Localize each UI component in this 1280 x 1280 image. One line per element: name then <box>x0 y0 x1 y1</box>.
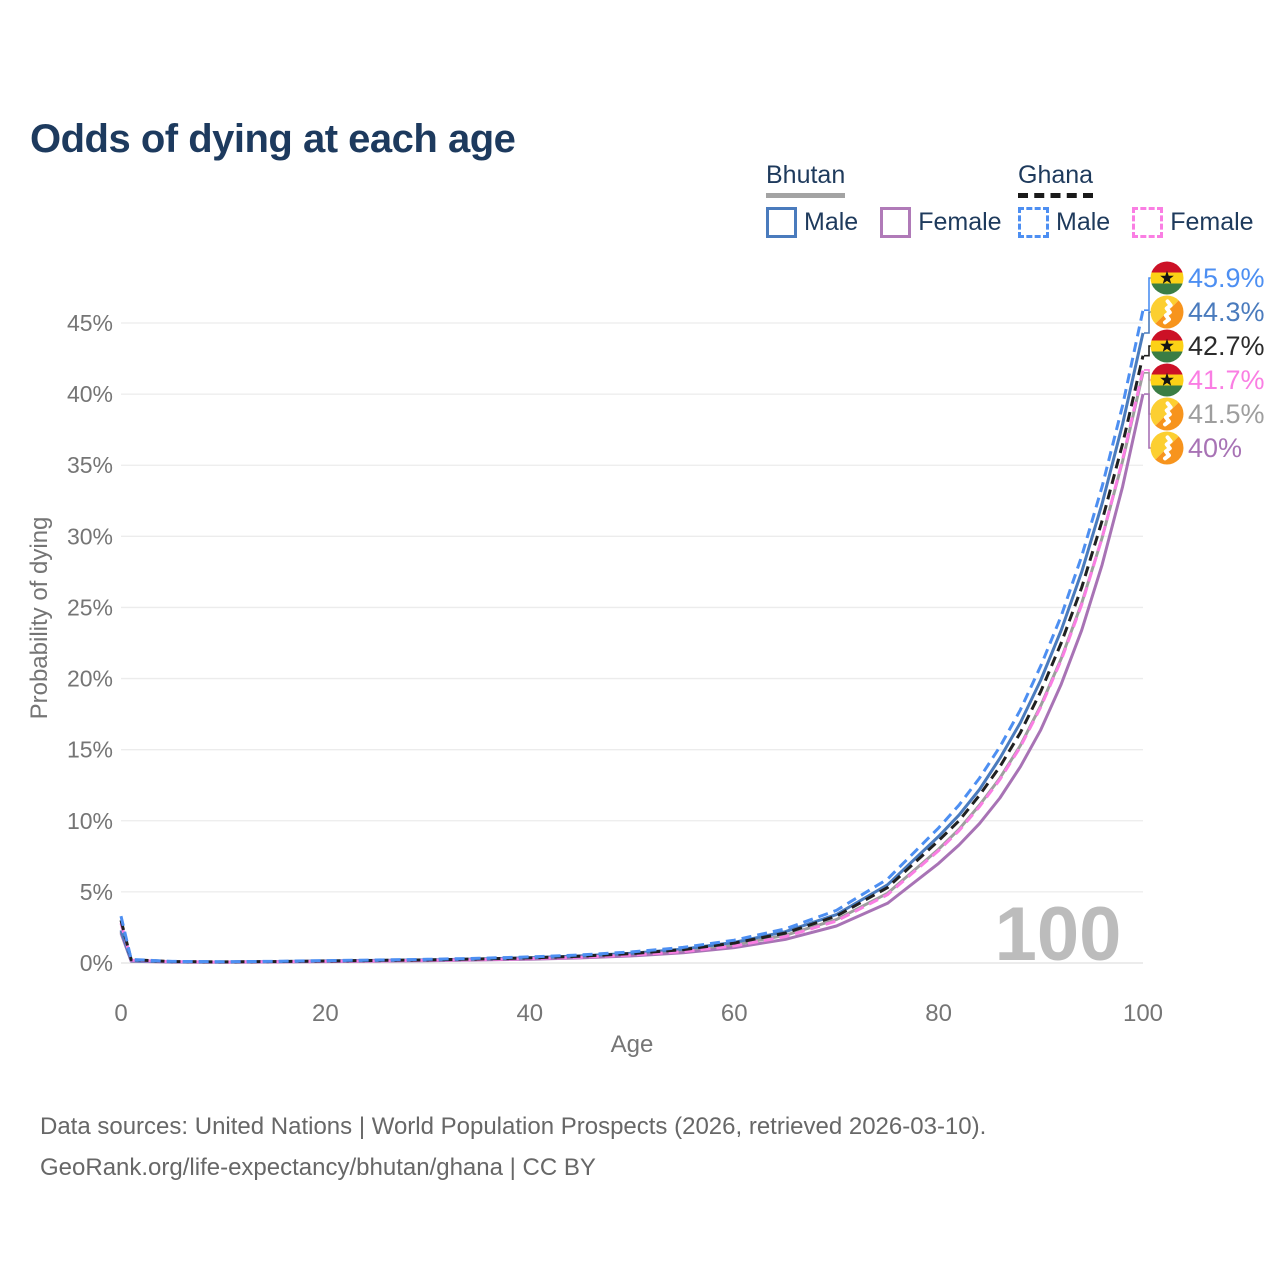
legend-swatch-bhutan-female[interactable] <box>880 206 912 238</box>
y-tick-35: 35% <box>67 452 113 478</box>
series-line-ghana <box>119 355 1145 964</box>
y-tick-15: 15% <box>67 737 113 763</box>
x-tick-60: 60 <box>721 1000 748 1027</box>
footer: Data sources: United Nations | World Pop… <box>40 1106 986 1188</box>
end-label-bhutan: 41.5% <box>1188 399 1265 429</box>
end-label-ghana-female: 41.7% <box>1188 365 1265 395</box>
y-tick-20: 20% <box>67 666 113 692</box>
legend-swatch-ghana-male[interactable] <box>1018 206 1049 238</box>
y-tick-45: 45% <box>67 310 113 336</box>
ghana-star-icon <box>1160 270 1174 284</box>
series-line-bhutan <box>119 372 1145 964</box>
bhutan-dragon-icon <box>1163 435 1173 461</box>
x-tick-0: 0 <box>114 1000 127 1027</box>
x-tick-20: 20 <box>312 1000 339 1027</box>
ghana-flag-icon <box>1150 329 1184 363</box>
y-axis-label: Probability of dying <box>26 517 53 720</box>
end-label-connector-ghana-male <box>1144 277 1152 311</box>
y-tick-10: 10% <box>67 808 113 834</box>
legend-group-ghana: Ghana Male Female <box>1018 161 1254 239</box>
ghana-flag-icon <box>1150 363 1184 397</box>
y-tick-40: 40% <box>67 381 113 407</box>
legend-bhutan-title[interactable]: Bhutan <box>766 161 846 198</box>
y-tick-5: 5% <box>80 879 113 905</box>
end-label-ghana-male: 45.9% <box>1188 263 1265 293</box>
y-tick-0: 0% <box>80 950 113 976</box>
end-label-connector-bhutan-female <box>1144 393 1152 449</box>
legend-group-bhutan: Bhutan Male Female <box>766 161 1002 239</box>
end-label-connector-bhutan-male <box>1144 311 1152 334</box>
legend-label-bhutan-male[interactable]: Male <box>804 207 859 236</box>
ghana-flag-icon <box>1150 261 1184 295</box>
legend-swatch-ghana-female[interactable] <box>1132 206 1164 238</box>
bhutan-flag-icon <box>1150 431 1184 465</box>
bhutan-dragon-icon <box>1163 299 1173 325</box>
end-label-bhutan-female: 40% <box>1188 433 1242 463</box>
legend-swatch-bhutan-male[interactable] <box>766 206 797 238</box>
x-tick-80: 80 <box>925 1000 952 1027</box>
watermark-age: 100 <box>995 892 1122 977</box>
y-tick-25: 25% <box>67 594 113 620</box>
end-label-ghana: 42.7% <box>1188 331 1265 361</box>
legend-label-bhutan-female[interactable]: Female <box>918 207 1002 236</box>
legend-label-ghana-female[interactable]: Female <box>1170 207 1254 236</box>
x-axis-label: Age <box>611 1031 654 1058</box>
footer-data-sources: Data sources: United Nations | World Pop… <box>40 1113 987 1140</box>
legend-label-ghana-male[interactable]: Male <box>1056 207 1111 236</box>
y-tick-30: 30% <box>67 523 113 549</box>
end-label-bhutan-male: 44.3% <box>1188 297 1265 327</box>
x-tick-40: 40 <box>516 1000 543 1027</box>
legend-ghana-title[interactable]: Ghana <box>1018 161 1094 198</box>
series-line-ghana-male <box>119 309 1145 964</box>
bhutan-flag-icon <box>1150 397 1184 431</box>
series-line-ghana-female <box>119 369 1145 964</box>
bhutan-dragon-icon <box>1163 401 1173 427</box>
footer-attribution-url: GeoRank.org/life-expectancy/bhutan/ghana… <box>40 1154 596 1181</box>
bhutan-flag-icon <box>1150 295 1184 329</box>
page-title: Odds of dying at each age <box>30 116 516 161</box>
ghana-star-icon <box>1160 372 1174 386</box>
series-line-bhutan-male <box>119 332 1145 964</box>
x-tick-100: 100 <box>1123 1000 1163 1027</box>
ghana-star-icon <box>1160 338 1174 352</box>
